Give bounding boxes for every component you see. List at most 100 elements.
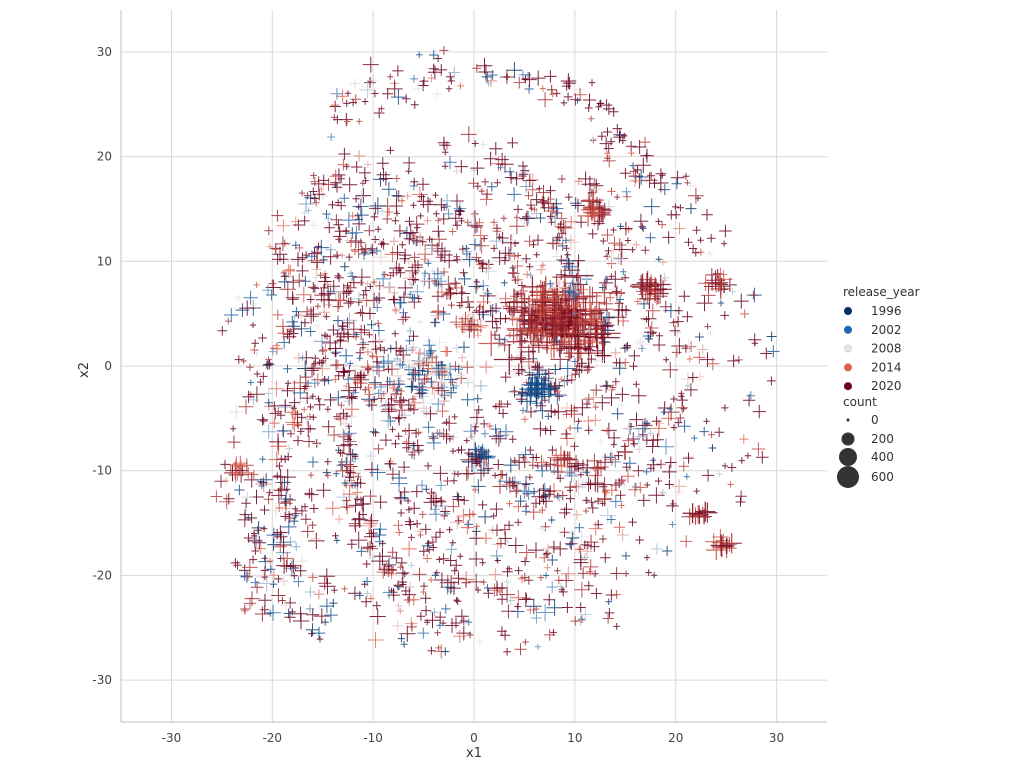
data-point-326 [734, 356, 743, 364]
data-point-1030 [632, 381, 640, 388]
data-point-143 [339, 112, 353, 127]
data-point-811 [431, 571, 439, 579]
y-tick-label-1: -20 [92, 568, 112, 582]
data-point-2483 [492, 539, 503, 550]
data-point-2482 [479, 532, 492, 545]
data-point-379 [701, 288, 716, 303]
data-point-589 [230, 558, 241, 568]
data-point-857 [356, 308, 365, 317]
data-point-2558 [550, 464, 566, 480]
data-point-2094 [540, 203, 549, 212]
data-point-1251 [448, 227, 457, 236]
data-point-1681 [591, 279, 618, 306]
data-point-616 [305, 604, 315, 613]
data-point-2253 [395, 297, 407, 309]
data-point-2550 [511, 457, 519, 465]
data-point-2292 [246, 363, 254, 371]
data-point-2617 [574, 399, 591, 417]
data-point-1319 [531, 362, 548, 378]
data-point-2343 [349, 381, 362, 394]
data-point-724 [346, 539, 357, 550]
data-point-2409 [352, 512, 366, 526]
data-point-1309 [629, 246, 636, 253]
data-point-1029 [454, 159, 469, 174]
data-point-1231 [453, 202, 467, 215]
data-point-1266 [420, 524, 432, 535]
data-point-14 [355, 187, 371, 204]
data-point-1524 [340, 262, 350, 272]
data-point-1007 [384, 281, 396, 293]
data-point-270 [621, 187, 631, 197]
data-point-1162 [432, 225, 445, 238]
data-point-938 [509, 218, 525, 235]
data-point-414 [671, 478, 687, 494]
data-point-569 [280, 600, 292, 611]
data-point-2198 [407, 273, 419, 286]
data-points [210, 45, 780, 659]
data-point-1815 [581, 199, 602, 220]
data-point-809 [321, 273, 330, 282]
data-point-1308 [502, 430, 511, 439]
data-point-921 [549, 364, 561, 376]
data-point-1945 [458, 341, 470, 353]
data-point-2460 [474, 586, 482, 594]
data-point-999 [535, 213, 546, 224]
data-point-2538 [541, 492, 549, 500]
data-point-1157 [470, 161, 485, 176]
data-point-738 [337, 175, 345, 183]
data-point-196 [537, 92, 553, 108]
data-point-1058 [391, 306, 399, 313]
data-point-1843 [706, 539, 727, 561]
data-point-989 [435, 286, 448, 299]
data-point-1071 [520, 557, 530, 566]
data-point-492 [531, 612, 542, 624]
data-point-2276 [266, 360, 273, 367]
data-point-312 [695, 332, 704, 342]
data-point-604 [261, 574, 268, 581]
data-point-2242 [243, 290, 258, 305]
data-point-201 [553, 89, 561, 97]
data-point-2390 [362, 540, 379, 557]
data-point-778 [305, 326, 316, 337]
data-point-1164 [449, 539, 456, 546]
data-point-1122 [309, 378, 320, 389]
data-point-2401 [345, 462, 354, 471]
data-point-665 [249, 469, 259, 480]
data-point-2604 [686, 355, 693, 363]
legend-size-swatch-3 [837, 466, 859, 488]
data-point-2535 [510, 482, 518, 490]
data-point-1998 [422, 421, 435, 434]
data-point-2083 [555, 269, 567, 281]
data-point-1987 [379, 399, 393, 413]
data-point-1386 [538, 524, 547, 533]
data-point-298 [658, 220, 667, 229]
legend-hue-swatch-0 [844, 307, 852, 315]
data-point-2374 [336, 428, 350, 441]
data-point-539 [407, 622, 417, 632]
data-point-1556 [612, 358, 621, 367]
data-point-1474 [468, 279, 484, 294]
data-point-728 [565, 215, 577, 228]
data-point-749 [439, 267, 449, 277]
data-point-252 [597, 131, 607, 141]
data-point-116 [333, 315, 343, 326]
data-point-701 [583, 415, 594, 427]
data-point-2043 [561, 335, 570, 343]
data-point-944 [556, 474, 565, 483]
data-point-815 [610, 479, 622, 491]
data-point-1211 [312, 199, 320, 207]
data-point-1883 [460, 320, 479, 339]
data-point-1026 [413, 445, 424, 456]
data-point-795 [520, 572, 530, 582]
data-point-1335 [517, 281, 526, 290]
data-point-2435 [385, 459, 394, 468]
data-point-178 [410, 100, 419, 109]
data-point-992 [346, 297, 356, 307]
data-point-2073 [536, 185, 543, 192]
data-point-186 [544, 70, 557, 83]
data-point-2058 [562, 257, 575, 270]
data-point-28 [317, 271, 324, 279]
data-point-1870 [233, 464, 245, 477]
data-point-687 [291, 241, 300, 250]
